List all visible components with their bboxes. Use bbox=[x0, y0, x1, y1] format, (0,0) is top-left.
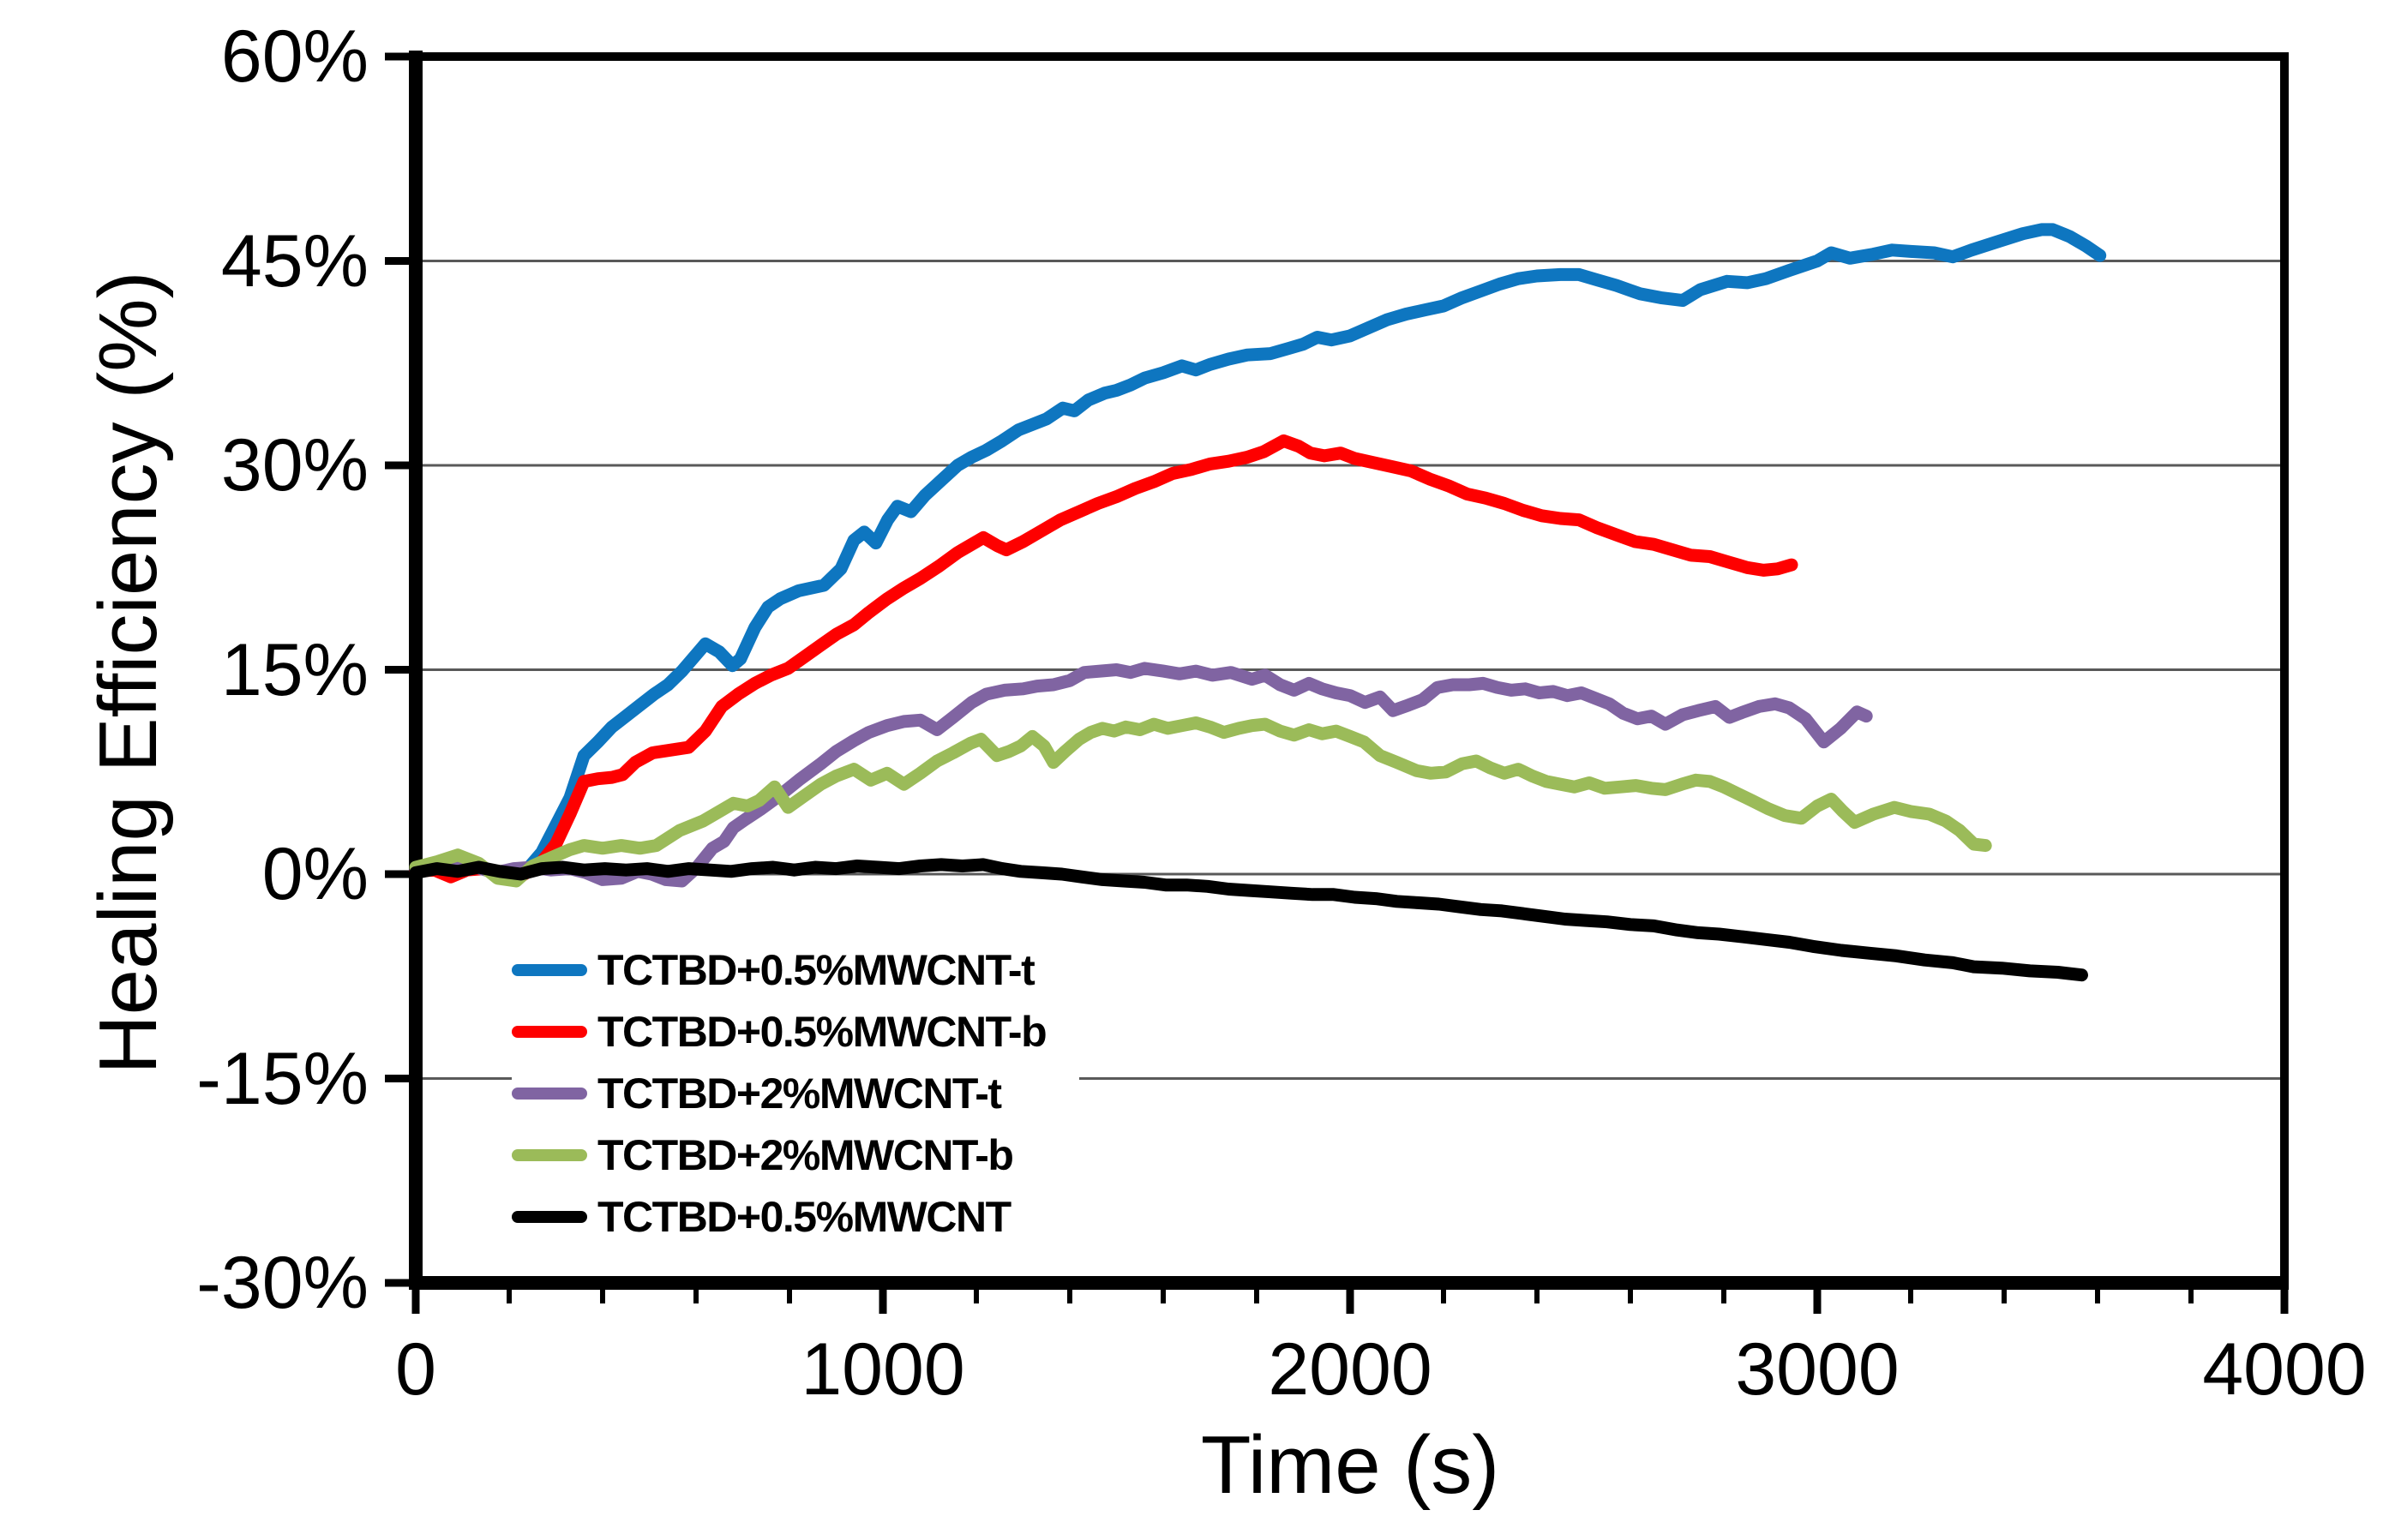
y-tick-label: -30% bbox=[196, 1242, 369, 1324]
legend-item: TCTBD+0.5%MWCNT bbox=[512, 1186, 1079, 1248]
y-tick-label: 45% bbox=[220, 219, 369, 303]
legend: TCTBD+0.5%MWCNT-t TCTBD+0.5%MWCNT-b TCTBD+… bbox=[512, 939, 1079, 1248]
y-tick-label: 30% bbox=[220, 424, 369, 506]
y-tick-label: 60% bbox=[220, 15, 369, 98]
x-tick-label: 4000 bbox=[2202, 1328, 2367, 1411]
y-tick-label: 0% bbox=[261, 833, 369, 915]
x-tick-label: 0 bbox=[395, 1328, 436, 1411]
x-tick-label: 3000 bbox=[1735, 1328, 1900, 1411]
legend-item: TCTBD+0.5%MWCNT-t bbox=[512, 939, 1079, 1001]
legend-swatch bbox=[512, 964, 587, 976]
y-axis-title: Healing Efficiency (%) bbox=[82, 271, 174, 1075]
legend-label: TCTBD+0.5%MWCNT bbox=[597, 1193, 1011, 1241]
legend-swatch bbox=[512, 1149, 587, 1161]
legend-label: TCTBD+0.5%MWCNT-b bbox=[597, 1008, 1047, 1056]
legend-label: TCTBD+2%MWCNT-b bbox=[597, 1131, 1014, 1179]
x-axis-title: Time (s) bbox=[1200, 1419, 1500, 1511]
series-line bbox=[409, 716, 1992, 888]
legend-swatch bbox=[512, 1211, 587, 1223]
y-tick-label: 15% bbox=[220, 628, 369, 711]
y-tick-label: -15% bbox=[196, 1037, 369, 1120]
legend-item: TCTBD+2%MWCNT-b bbox=[512, 1124, 1079, 1186]
x-tick-label: 1000 bbox=[801, 1328, 965, 1411]
legend-label: TCTBD+2%MWCNT-t bbox=[597, 1070, 1002, 1118]
legend-item: TCTBD+2%MWCNT-t bbox=[512, 1063, 1079, 1124]
legend-item: TCTBD+0.5%MWCNT-b bbox=[512, 1001, 1079, 1063]
series-line bbox=[409, 662, 1873, 888]
legend-label: TCTBD+0.5%MWCNT-t bbox=[597, 946, 1035, 994]
x-tick-label: 2000 bbox=[1268, 1328, 1432, 1411]
series-line bbox=[409, 434, 1798, 886]
legend-swatch bbox=[512, 1026, 587, 1038]
series-line bbox=[409, 858, 2088, 982]
legend-swatch bbox=[512, 1088, 587, 1100]
series-line bbox=[409, 223, 2107, 884]
